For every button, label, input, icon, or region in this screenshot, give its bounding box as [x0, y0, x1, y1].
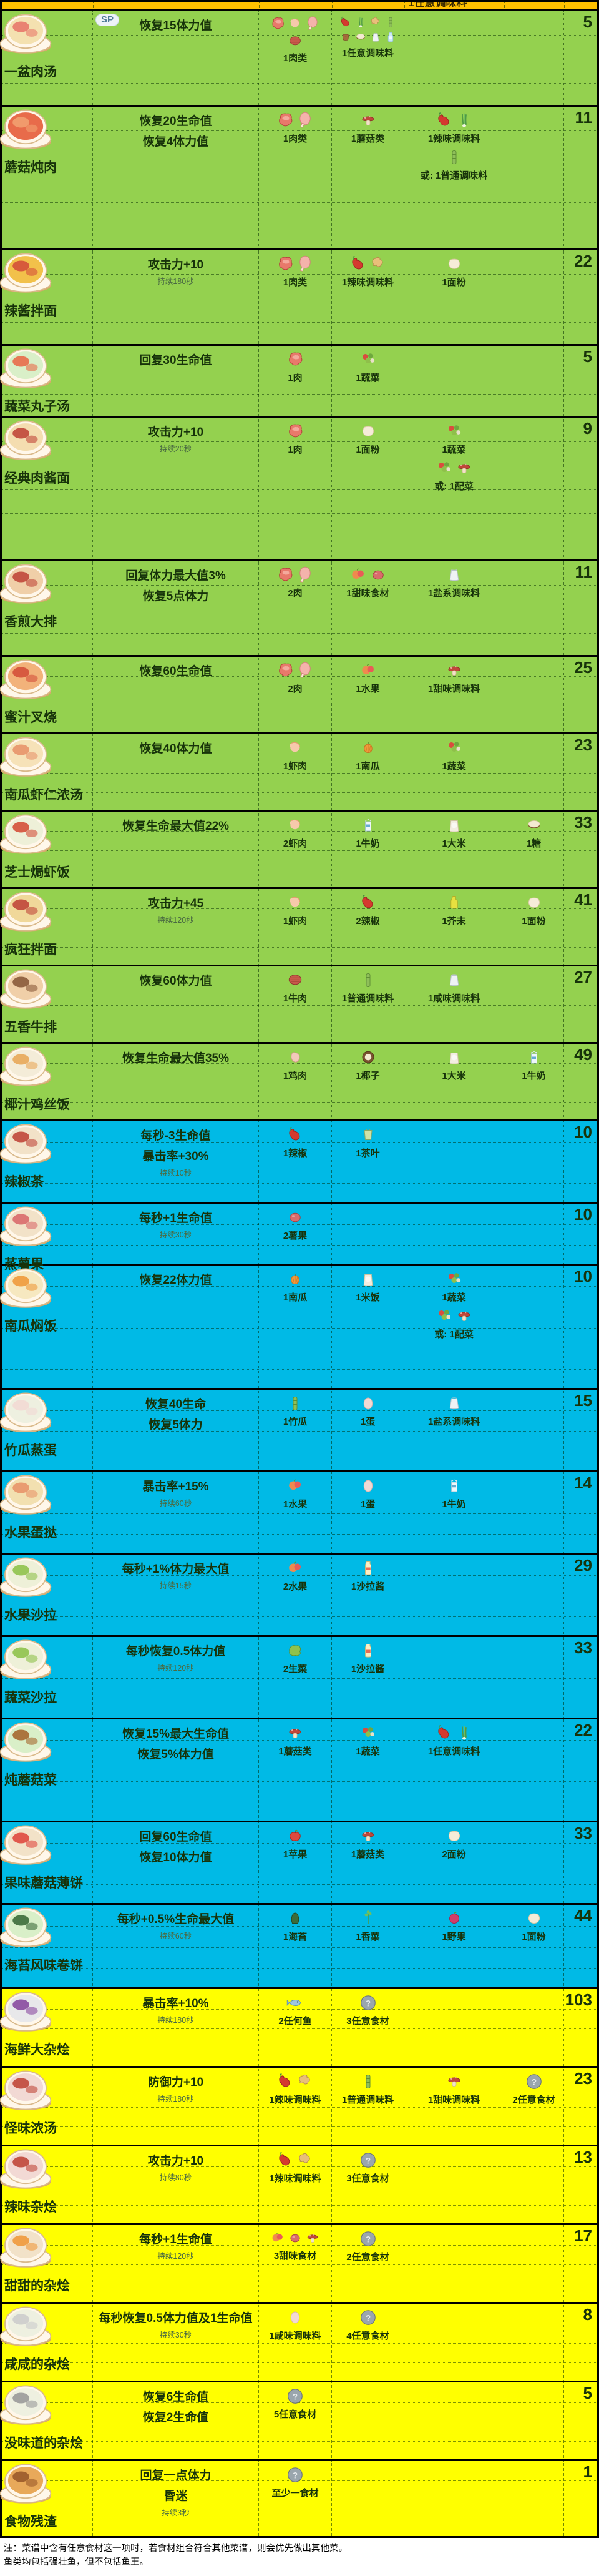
- svg-text:?: ?: [365, 2234, 370, 2244]
- svg-text:?: ?: [365, 1998, 370, 2008]
- svg-text:?: ?: [293, 2470, 298, 2480]
- svg-text:?: ?: [531, 2077, 536, 2087]
- svg-text:?: ?: [365, 2156, 370, 2165]
- svg-text:?: ?: [293, 2392, 298, 2401]
- svg-text:?: ?: [365, 2313, 370, 2323]
